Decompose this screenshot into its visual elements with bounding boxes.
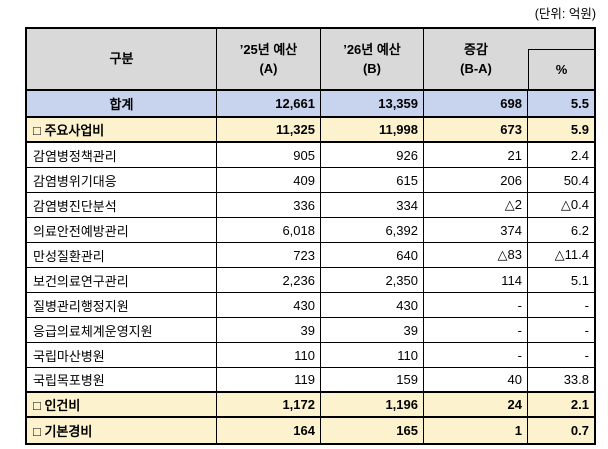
- table-row: 감염병정책관리 905 926 21 2.4: [27, 143, 594, 168]
- table-row: 응급의료체계운영지원 39 39 - -: [27, 318, 594, 343]
- header-category: 구분: [27, 29, 217, 89]
- budget-a-cell: 11,325: [217, 118, 321, 141]
- section-row-personnel-cost: □ 인건비 1,172 1,196 24 2.1: [27, 393, 594, 418]
- header-percent: %: [528, 49, 594, 89]
- budget-a-cell: 119: [217, 368, 321, 391]
- table-row: 질병관리행정지원 430 430 - -: [27, 293, 594, 318]
- change-cell: 24: [424, 393, 528, 416]
- percent-cell: 5.5: [570, 96, 589, 111]
- change-cell: 673: [424, 118, 528, 141]
- budget-a-cell: 2,236: [217, 268, 321, 292]
- budget-b-cell: 640: [321, 243, 424, 267]
- category-cell: 의료안전예방관리: [27, 218, 217, 242]
- change-cell: -: [424, 293, 528, 317]
- percent-cell: 50.4: [563, 172, 589, 188]
- category-cell: □ 주요사업비: [27, 118, 217, 141]
- table-row: 국립목포병원 119 159 40 33.8: [27, 368, 594, 393]
- percent-cell: 5.1: [570, 272, 589, 288]
- category-cell: 합계: [27, 91, 217, 116]
- category-cell: 국립목포병원: [27, 368, 217, 391]
- table-row: 의료안전예방관리 6,018 6,392 374 6.2: [27, 218, 594, 243]
- percent-cell: 2.4: [570, 147, 589, 163]
- header-percent-column: %: [528, 29, 594, 89]
- budget-b-cell: 165: [321, 418, 424, 443]
- unit-label: (단위: 억원): [534, 7, 596, 21]
- change-cell: 114: [424, 268, 528, 292]
- table-row: 감염병진단분석 336 334 △2 △0.4: [27, 193, 594, 218]
- budget-a-cell: 164: [217, 418, 321, 443]
- budget-a-cell: 6,018: [217, 218, 321, 242]
- change-cell: 374: [424, 218, 528, 242]
- table-row: 보건의료연구관리 2,236 2,350 114 5.1: [27, 268, 594, 293]
- budget-b-cell: 615: [321, 168, 424, 192]
- budget-b-cell: 926: [321, 143, 424, 167]
- budget-a-cell: 39: [217, 318, 321, 342]
- budget-b-cell: 1,196: [321, 393, 424, 416]
- budget-a-cell: 905: [217, 143, 321, 167]
- budget-b-cell: 6,392: [321, 218, 424, 242]
- budget-b-cell: 334: [321, 193, 424, 217]
- percent-cell: 0.7: [570, 423, 589, 438]
- change-cell: 1: [424, 418, 528, 443]
- percent-cell: 2.1: [570, 397, 589, 412]
- category-cell: □ 인건비: [27, 393, 217, 416]
- change-cell: △2: [424, 193, 528, 217]
- budget-b-cell: 39: [321, 318, 424, 342]
- change-cell: 206: [424, 168, 528, 192]
- table-row: 만성질환관리 723 640 △83 △11.4: [27, 243, 594, 268]
- budget-a-cell: 409: [217, 168, 321, 192]
- change-cell: △83: [424, 243, 528, 267]
- category-cell: 보건의료연구관리: [27, 268, 217, 292]
- percent-cell: 33.8: [563, 372, 589, 387]
- table-header-row: 구분 ’25년 예산 (A) ’26년 예산 (B) 증감 (B-A) %: [27, 29, 594, 91]
- header-change: 증감 (B-A): [460, 41, 492, 77]
- total-row: 합계 12,661 13,359 698 5.5: [27, 91, 594, 118]
- budget-table: 구분 ’25년 예산 (A) ’26년 예산 (B) 증감 (B-A) % 합계…: [25, 27, 596, 445]
- table-row: 감염병위기대응 409 615 206 50.4: [27, 168, 594, 193]
- budget-b-cell: 159: [321, 368, 424, 391]
- percent-cell: -: [584, 322, 589, 338]
- budget-a-cell: 723: [217, 243, 321, 267]
- change-cell: 21: [424, 143, 528, 167]
- category-cell: 감염병진단분석: [27, 193, 217, 217]
- header-budget-2026: ’26년 예산 (B): [321, 29, 424, 89]
- change-cell: -: [424, 318, 528, 342]
- table-row: 국립마산병원 110 110 - -: [27, 343, 594, 368]
- budget-b-cell: 2,350: [321, 268, 424, 292]
- header-budget-2025: ’25년 예산 (A): [217, 29, 321, 89]
- change-cell: 698: [424, 91, 528, 116]
- category-cell: 응급의료체계운영지원: [27, 318, 217, 342]
- category-cell: 감염병정책관리: [27, 143, 217, 167]
- budget-b-cell: 11,998: [321, 118, 424, 141]
- percent-cell: -: [584, 297, 589, 313]
- percent-cell: △11.4: [554, 247, 589, 262]
- percent-cell: 5.9: [570, 122, 589, 137]
- change-cell: 40: [424, 368, 528, 391]
- category-cell: 만성질환관리: [27, 243, 217, 267]
- budget-a-cell: 430: [217, 293, 321, 317]
- section-row-basic-expenses: □ 기본경비 164 165 1 0.7: [27, 418, 594, 443]
- change-cell: -: [424, 343, 528, 367]
- category-cell: 국립마산병원: [27, 343, 217, 367]
- section-row-main-project-cost: □ 주요사업비 11,325 11,998 673 5.9: [27, 118, 594, 143]
- budget-b-cell: 430: [321, 293, 424, 317]
- category-cell: 질병관리행정지원: [27, 293, 217, 317]
- category-cell: 감염병위기대응: [27, 168, 217, 192]
- budget-a-cell: 110: [217, 343, 321, 367]
- percent-cell: -: [584, 347, 589, 363]
- category-cell: □ 기본경비: [27, 418, 217, 443]
- percent-cell: △0.4: [560, 197, 589, 212]
- budget-a-cell: 12,661: [217, 91, 321, 116]
- budget-a-cell: 1,172: [217, 393, 321, 416]
- budget-b-cell: 13,359: [321, 91, 424, 116]
- percent-cell: 6.2: [570, 222, 589, 238]
- budget-a-cell: 336: [217, 193, 321, 217]
- budget-b-cell: 110: [321, 343, 424, 367]
